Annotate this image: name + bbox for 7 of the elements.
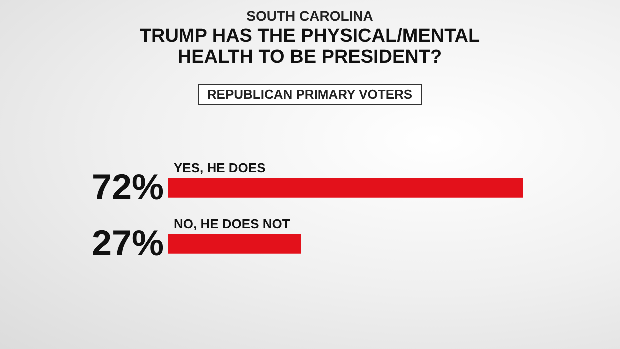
text: SOUTH CAROLINA (246, 8, 374, 24)
y-tick-label: YES, HE DOES (174, 160, 266, 176)
chart-subtitle: REPUBLICAN PRIMARY VOTERS (198, 84, 422, 105)
data-label: 27% (92, 222, 164, 264)
y-tick-label: NO, HE DOES NOT (174, 216, 290, 232)
chart-title: TRUMP HAS THE PHYSICAL/MENTAL HEALTH TO BE PRESIDENT? (138, 26, 482, 68)
data-label: 72% (92, 166, 164, 208)
